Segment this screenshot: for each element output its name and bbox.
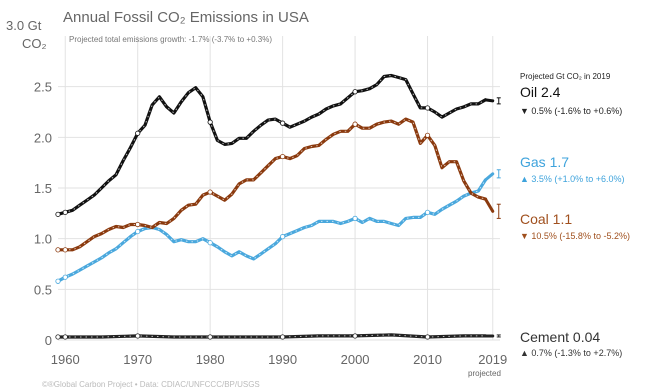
oil-point-1960 [62,209,68,215]
y-tick-label-0: 0 [45,333,52,348]
x-tick-label-3: 1990 [268,352,297,367]
gas-projection-line [484,172,495,182]
tick-labels: 0 0.5 1.0 1.5 2.0 2.5 1960 1970 1980 1990 2000 2010… [34,80,507,367]
cement-point-2010 [424,334,431,340]
legend-header: Projected Gt CO₂ in 2019 [520,72,611,81]
y-tick-label-3: 1.5 [34,181,52,196]
series-lines [55,73,488,340]
coal-projection-line [484,197,495,213]
oil-point-2000 [352,89,358,95]
oil-projection-line [484,98,495,103]
oil-point-1980 [207,119,213,125]
gas-point-1959 [55,278,61,284]
x-tick-label-2: 1980 [196,352,225,367]
coal-point-2010 [424,132,431,138]
cement-point-1960 [62,334,68,340]
cement-series-dash [58,334,486,338]
oil-label: Oil 2.4 [520,84,561,100]
gas-point-1980 [207,240,213,246]
coal-point-2000 [352,121,358,127]
oil-change: ▼ 0.5% (-1.6% to +0.6%) [520,106,622,116]
y-tick-label-1: 0.5 [34,282,52,297]
cement-label: Cement 0.04 [520,329,600,345]
x-tick-label-1: 1970 [123,352,152,367]
chart-subtitle: Projected total emissions growth: -1.7% … [69,35,272,44]
cement-point-1959 [55,334,61,340]
coal-series-dash [58,118,486,251]
gas-point-2000 [352,215,358,221]
x-tick-label-4: 2000 [341,352,370,367]
oil-point-1970 [135,130,141,136]
gas-point-2010 [424,209,431,215]
x-axis-projected-label: projected [468,369,501,378]
y-tick-label-4: 2.0 [34,130,52,145]
coal-label: Coal 1.1 [520,211,572,227]
cement-point-1990 [280,334,286,340]
projection-errorbars [484,97,501,338]
coal-point-1959 [55,247,61,253]
gas-point-1970 [135,228,141,235]
y-tick-label-5: 2.5 [34,80,52,95]
cement-point-2000 [352,333,358,339]
gas-change: ▲ 3.5% (+1.0% to +6.0%) [520,174,624,184]
coal-point-1980 [207,189,213,195]
gas-point-1960 [62,274,68,280]
gas-series-dash [57,179,486,282]
oil-point-1959 [55,211,61,217]
coal-point-1970 [135,221,141,228]
x-tick-label-6: 2019 [478,352,507,367]
oil-point-2010 [424,105,431,111]
oil-point-1990 [280,120,286,126]
y-axis-unit-top: 3.0 Gt [6,18,42,33]
cement-point-1980 [207,334,213,340]
coal-point-1990 [280,153,286,160]
x-tick-label-5: 2010 [413,352,442,367]
cement-change: ▲ 0.7% (-1.3% to +2.7%) [520,348,622,358]
gas-label: Gas 1.7 [520,154,569,170]
x-tick-label-0: 1960 [51,352,80,367]
coal-change: ▼ 10.5% (-15.8% to -5.2%) [520,231,630,241]
y-tick-label-2: 1.0 [34,232,52,247]
oil-series-dash [57,74,486,215]
gas-point-1990 [280,234,286,240]
chart-footer: ©®Global Carbon Project • Data: CDIAC/UN… [42,380,260,389]
chart-title: Annual Fossil CO₂ Emissions in USA [63,9,309,26]
cement-point-1970 [135,333,141,339]
y-axis-unit-bottom: CO₂ [22,36,47,51]
coal-point-1960 [62,247,68,253]
